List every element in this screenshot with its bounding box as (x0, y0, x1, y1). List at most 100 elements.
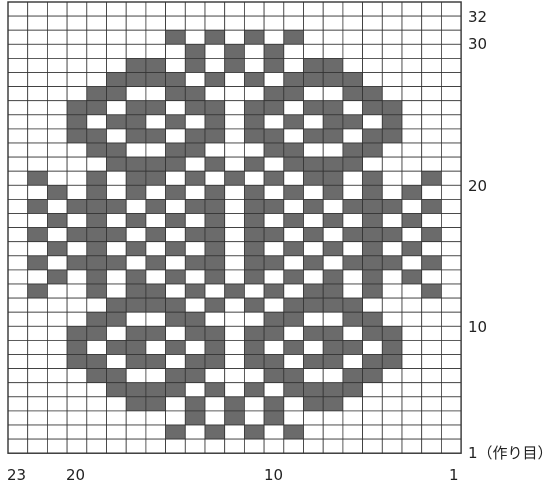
empty-stitch-cell (165, 128, 186, 144)
empty-stitch-cell (401, 424, 423, 440)
empty-stitch-cell (421, 15, 442, 31)
empty-stitch-cell (224, 255, 245, 271)
filled-stitch-cell (283, 72, 304, 88)
empty-stitch-cell (283, 58, 304, 73)
empty-stitch-cell (165, 325, 186, 341)
empty-stitch-cell (263, 382, 285, 398)
empty-stitch-cell (322, 255, 344, 271)
empty-stitch-cell (440, 410, 462, 426)
empty-stitch-cell (362, 1, 383, 17)
empty-stitch-cell (7, 368, 29, 384)
empty-stitch-cell (322, 86, 344, 102)
empty-stitch-cell (66, 184, 88, 200)
empty-stitch-cell (86, 396, 107, 412)
empty-stitch-cell (204, 396, 226, 412)
empty-stitch-cell (66, 241, 88, 257)
empty-stitch-cell (86, 339, 107, 355)
filled-stitch-cell (204, 255, 226, 271)
empty-stitch-cell (362, 29, 383, 45)
empty-stitch-cell (322, 142, 344, 158)
empty-stitch-cell (421, 368, 442, 384)
filled-stitch-cell (47, 213, 68, 229)
filled-stitch-cell (66, 114, 88, 130)
filled-stitch-cell (204, 241, 226, 257)
empty-stitch-cell (86, 410, 107, 426)
empty-stitch-cell (303, 241, 324, 257)
filled-stitch-cell (243, 29, 265, 45)
empty-stitch-cell (381, 142, 403, 158)
filled-stitch-cell (204, 382, 226, 398)
empty-stitch-cell (86, 382, 107, 398)
empty-stitch-cell (66, 438, 88, 454)
empty-stitch-cell (224, 142, 245, 158)
filled-stitch-cell (362, 368, 383, 384)
empty-stitch-cell (47, 43, 68, 59)
filled-stitch-cell (184, 354, 206, 370)
empty-stitch-cell (66, 142, 88, 158)
empty-stitch-cell (401, 15, 423, 31)
filled-stitch-cell (184, 283, 206, 299)
filled-stitch-cell (106, 86, 127, 102)
filled-stitch-cell (342, 255, 363, 271)
filled-stitch-cell (145, 297, 166, 313)
filled-stitch-cell (106, 382, 127, 398)
empty-stitch-cell (303, 29, 324, 45)
filled-stitch-cell (362, 128, 383, 144)
empty-stitch-cell (86, 297, 107, 313)
empty-stitch-cell (86, 29, 107, 45)
empty-stitch-cell (303, 15, 324, 31)
empty-stitch-cell (401, 72, 423, 88)
empty-stitch-cell (165, 100, 186, 116)
empty-stitch-cell (421, 1, 442, 17)
empty-stitch-cell (421, 128, 442, 144)
empty-stitch-cell (184, 438, 206, 454)
empty-stitch-cell (47, 72, 68, 88)
filled-stitch-cell (204, 100, 226, 116)
empty-stitch-cell (7, 269, 29, 285)
filled-stitch-cell (145, 72, 166, 88)
empty-stitch-cell (440, 368, 462, 384)
empty-stitch-cell (27, 368, 48, 384)
column-label-10: 10 (264, 466, 284, 484)
empty-stitch-cell (7, 128, 29, 144)
empty-stitch-cell (125, 142, 147, 158)
empty-stitch-cell (165, 255, 186, 271)
empty-stitch-cell (263, 29, 285, 45)
filled-stitch-cell (243, 325, 265, 341)
empty-stitch-cell (224, 339, 245, 355)
empty-stitch-cell (303, 339, 324, 355)
empty-stitch-cell (401, 410, 423, 426)
empty-stitch-cell (342, 100, 363, 116)
filled-stitch-cell (243, 241, 265, 257)
empty-stitch-cell (7, 58, 29, 73)
empty-stitch-cell (66, 410, 88, 426)
filled-stitch-cell (283, 297, 304, 313)
filled-stitch-cell (381, 128, 403, 144)
filled-stitch-cell (263, 43, 285, 59)
filled-stitch-cell (342, 311, 363, 327)
filled-stitch-cell (165, 368, 186, 384)
filled-stitch-cell (243, 100, 265, 116)
filled-stitch-cell (125, 114, 147, 130)
empty-stitch-cell (204, 142, 226, 158)
empty-stitch-cell (7, 72, 29, 88)
filled-stitch-cell (342, 339, 363, 355)
filled-stitch-cell (47, 184, 68, 200)
filled-stitch-cell (125, 184, 147, 200)
filled-stitch-cell (243, 156, 265, 172)
filled-stitch-cell (204, 325, 226, 341)
empty-stitch-cell (66, 43, 88, 59)
empty-stitch-cell (421, 29, 442, 45)
filled-stitch-cell (184, 86, 206, 102)
filled-stitch-cell (86, 227, 107, 243)
empty-stitch-cell (303, 142, 324, 158)
filled-stitch-cell (125, 396, 147, 412)
empty-stitch-cell (362, 424, 383, 440)
empty-stitch-cell (27, 1, 48, 17)
empty-stitch-cell (86, 72, 107, 88)
empty-stitch-cell (243, 311, 265, 327)
empty-stitch-cell (224, 311, 245, 327)
empty-stitch-cell (421, 382, 442, 398)
filled-stitch-cell (86, 142, 107, 158)
filled-stitch-cell (204, 184, 226, 200)
